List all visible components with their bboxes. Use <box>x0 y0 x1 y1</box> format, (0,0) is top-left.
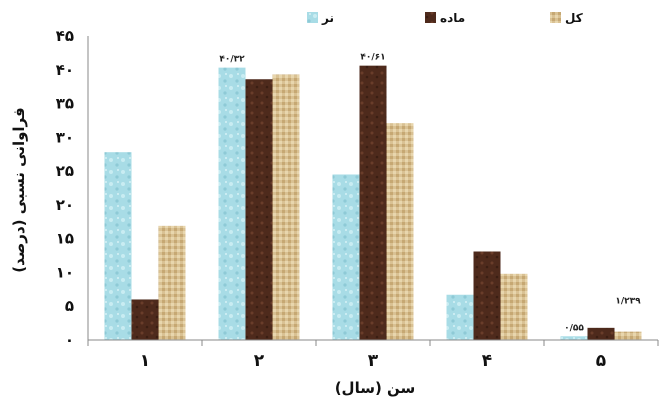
bar-male <box>446 294 474 340</box>
y-tick-label: ۲۰ <box>56 196 74 214</box>
bar-total <box>386 123 414 340</box>
bar-total <box>158 225 186 340</box>
y-tick-label: ۳۰ <box>56 128 74 146</box>
y-tick-label: ۲۵ <box>56 162 74 180</box>
bar-total <box>614 331 642 340</box>
legend-item-male: نر <box>307 11 334 25</box>
bar-female <box>245 79 273 340</box>
data-label: ۴۰/۶۱ <box>360 53 385 63</box>
y-tick-label: ۰ <box>65 331 74 349</box>
y-tick-label: ۱۵ <box>56 230 74 248</box>
legend-label-female: ماده <box>440 11 465 25</box>
y-tick-label: ۵ <box>65 297 74 315</box>
x-tick-label: ۱ <box>140 351 150 371</box>
y-axis-ticks: ۰ ۵ ۱۰ ۱۵ ۲۰ ۲۵ ۳۰ ۳۵ ۴۰ ۴۵ <box>56 27 74 349</box>
x-tick-label: ۴ <box>482 351 492 371</box>
bar-male <box>218 67 246 340</box>
data-labels: ۴۰/۳۲ ۴۰/۶۱ ۰/۵۵ ۱/۲۳۹ <box>219 53 641 334</box>
x-tick-label: ۲ <box>254 351 265 371</box>
x-axis-title: سن (سال) <box>335 379 416 397</box>
bar-female <box>359 65 387 340</box>
bar-female <box>131 299 159 340</box>
x-tick-label: ۳ <box>368 351 379 371</box>
bar-male <box>560 336 588 340</box>
data-label: ۱/۲۳۹ <box>615 297 641 307</box>
legend: نر ماده کل <box>307 11 583 25</box>
bar-male <box>332 174 360 340</box>
legend-item-female: ماده <box>425 11 465 25</box>
legend-item-total: کل <box>550 11 583 25</box>
bar-total <box>500 273 528 340</box>
y-tick-label: ۴۵ <box>56 27 74 45</box>
y-axis-title: فراوانی نسبی (درصد) <box>10 107 28 272</box>
y-tick-label: ۳۵ <box>56 95 74 113</box>
x-tick-label: ۵ <box>596 351 606 371</box>
bar-total <box>272 74 300 341</box>
legend-swatch-total <box>550 12 561 23</box>
data-label: ۴۰/۳۲ <box>219 55 245 65</box>
bar-male <box>104 152 132 340</box>
y-tick-label: ۱۰ <box>56 263 74 281</box>
legend-label-male: نر <box>321 11 334 25</box>
legend-swatch-female <box>425 12 436 23</box>
x-axis-ticks: ۱ ۲ ۳ ۴ ۵ <box>87 340 659 371</box>
bar-female <box>473 251 501 340</box>
bars <box>104 65 642 341</box>
legend-swatch-male <box>307 12 318 23</box>
bar-female <box>587 327 615 340</box>
data-label: ۰/۵۵ <box>564 323 584 333</box>
y-tick-label: ۴۰ <box>56 61 74 79</box>
legend-label-total: کل <box>565 11 583 25</box>
